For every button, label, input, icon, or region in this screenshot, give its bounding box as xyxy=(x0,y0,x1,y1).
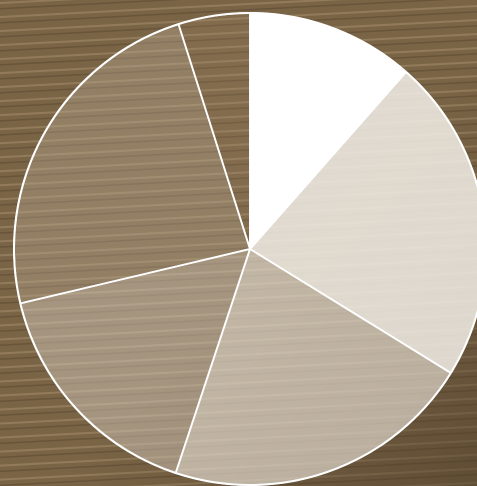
pie-slices xyxy=(13,12,477,486)
pie-outline xyxy=(13,12,477,486)
